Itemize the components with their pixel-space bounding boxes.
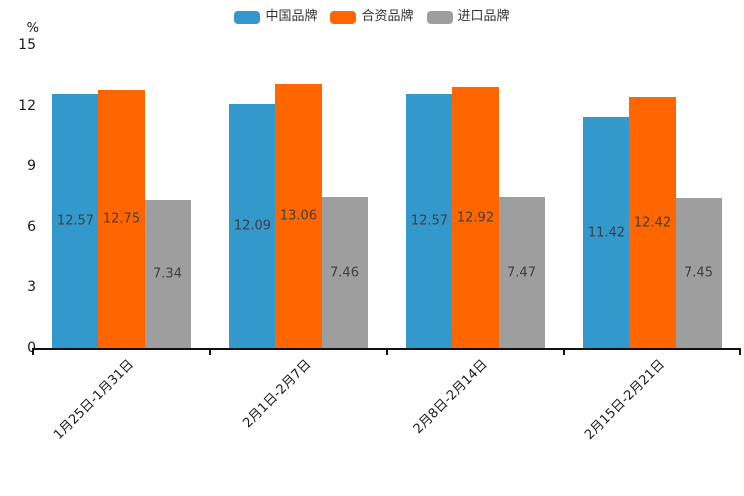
- bar-value-label: 7.47: [507, 265, 536, 281]
- bar-group: 12.57 12.75 7.34: [33, 45, 210, 348]
- y-axis-tick-label: 9: [27, 158, 36, 175]
- bar-import-brand[interactable]: 7.34: [144, 199, 191, 348]
- bar-group: 12.57 12.92 7.47: [387, 45, 564, 348]
- legend: 中国品牌 合资品牌 进口品牌: [0, 9, 744, 25]
- bar-value-label: 13.06: [279, 208, 318, 224]
- x-axis-tick: [209, 348, 211, 355]
- x-axis-tick: [739, 348, 741, 355]
- bar-joint-venture-brand[interactable]: 12.42: [629, 97, 676, 348]
- bar-joint-venture-brand[interactable]: 13.06: [275, 84, 322, 348]
- bar-value-label: 11.42: [587, 225, 626, 241]
- y-axis-tick-label: 6: [27, 218, 36, 235]
- bar-joint-venture-brand[interactable]: 12.75: [98, 90, 145, 348]
- legend-swatch-icon: [330, 10, 357, 24]
- x-axis-tick: [386, 348, 388, 355]
- legend-label: 合资品牌: [361, 9, 414, 24]
- bar-china-brand[interactable]: 11.42: [583, 117, 630, 348]
- bar-value-label: 12.42: [633, 215, 672, 231]
- x-axis-category-label: 2月8日-2月14日: [411, 357, 492, 437]
- bar-value-label: 7.46: [330, 265, 359, 281]
- legend-item[interactable]: 进口品牌: [426, 9, 510, 25]
- bar-value-label: 12.09: [233, 218, 272, 234]
- legend-item[interactable]: 合资品牌: [330, 9, 414, 25]
- bar-value-label: 7.45: [684, 265, 713, 281]
- legend-swatch-icon: [426, 10, 453, 24]
- bar-value-label: 12.92: [456, 210, 495, 226]
- y-axis-tick-label: 3: [27, 279, 36, 296]
- bar-china-brand[interactable]: 12.09: [229, 103, 276, 348]
- legend-label: 中国品牌: [265, 9, 318, 24]
- x-axis-tick: [563, 348, 565, 355]
- x-axis-category-label: 2月15日-2月21日: [582, 357, 669, 443]
- x-axis-tick: [32, 348, 34, 355]
- legend-label: 进口品牌: [457, 9, 510, 24]
- bar-import-brand[interactable]: 7.47: [498, 197, 545, 348]
- y-axis-tick-label: 0: [0, 341, 36, 355]
- bar-china-brand[interactable]: 12.57: [52, 94, 99, 348]
- bar-group: 11.42 12.42 7.45: [564, 45, 741, 348]
- bar-import-brand[interactable]: 7.45: [675, 197, 722, 348]
- bar-china-brand[interactable]: 12.57: [406, 94, 453, 348]
- bar-group: 12.09 13.06 7.46: [210, 45, 387, 348]
- bar-value-label: 12.57: [56, 213, 95, 229]
- bar-import-brand[interactable]: 7.46: [321, 197, 368, 348]
- legend-item[interactable]: 中国品牌: [234, 9, 317, 25]
- y-axis: 0 3 6 9 12 15: [0, 38, 36, 355]
- x-axis-category-label: 1月25日-1月31日: [51, 357, 138, 443]
- y-axis-unit-label: %: [26, 21, 39, 36]
- bar-value-label: 12.57: [410, 213, 449, 229]
- legend-swatch-icon: [234, 10, 261, 24]
- y-axis-tick-label: 15: [18, 37, 36, 53]
- plot-area: 12.57 12.75 7.34 1月25日-1月31日 12.09 13.06 7.46 2…: [32, 45, 741, 443]
- x-axis-category-label: 2月1日-2月7日: [240, 357, 315, 432]
- bar-joint-venture-brand[interactable]: 12.92: [452, 87, 499, 348]
- y-axis-tick-label: 12: [18, 97, 36, 114]
- bar-value-label: 12.75: [102, 211, 141, 227]
- bar-value-label: 7.34: [153, 266, 182, 282]
